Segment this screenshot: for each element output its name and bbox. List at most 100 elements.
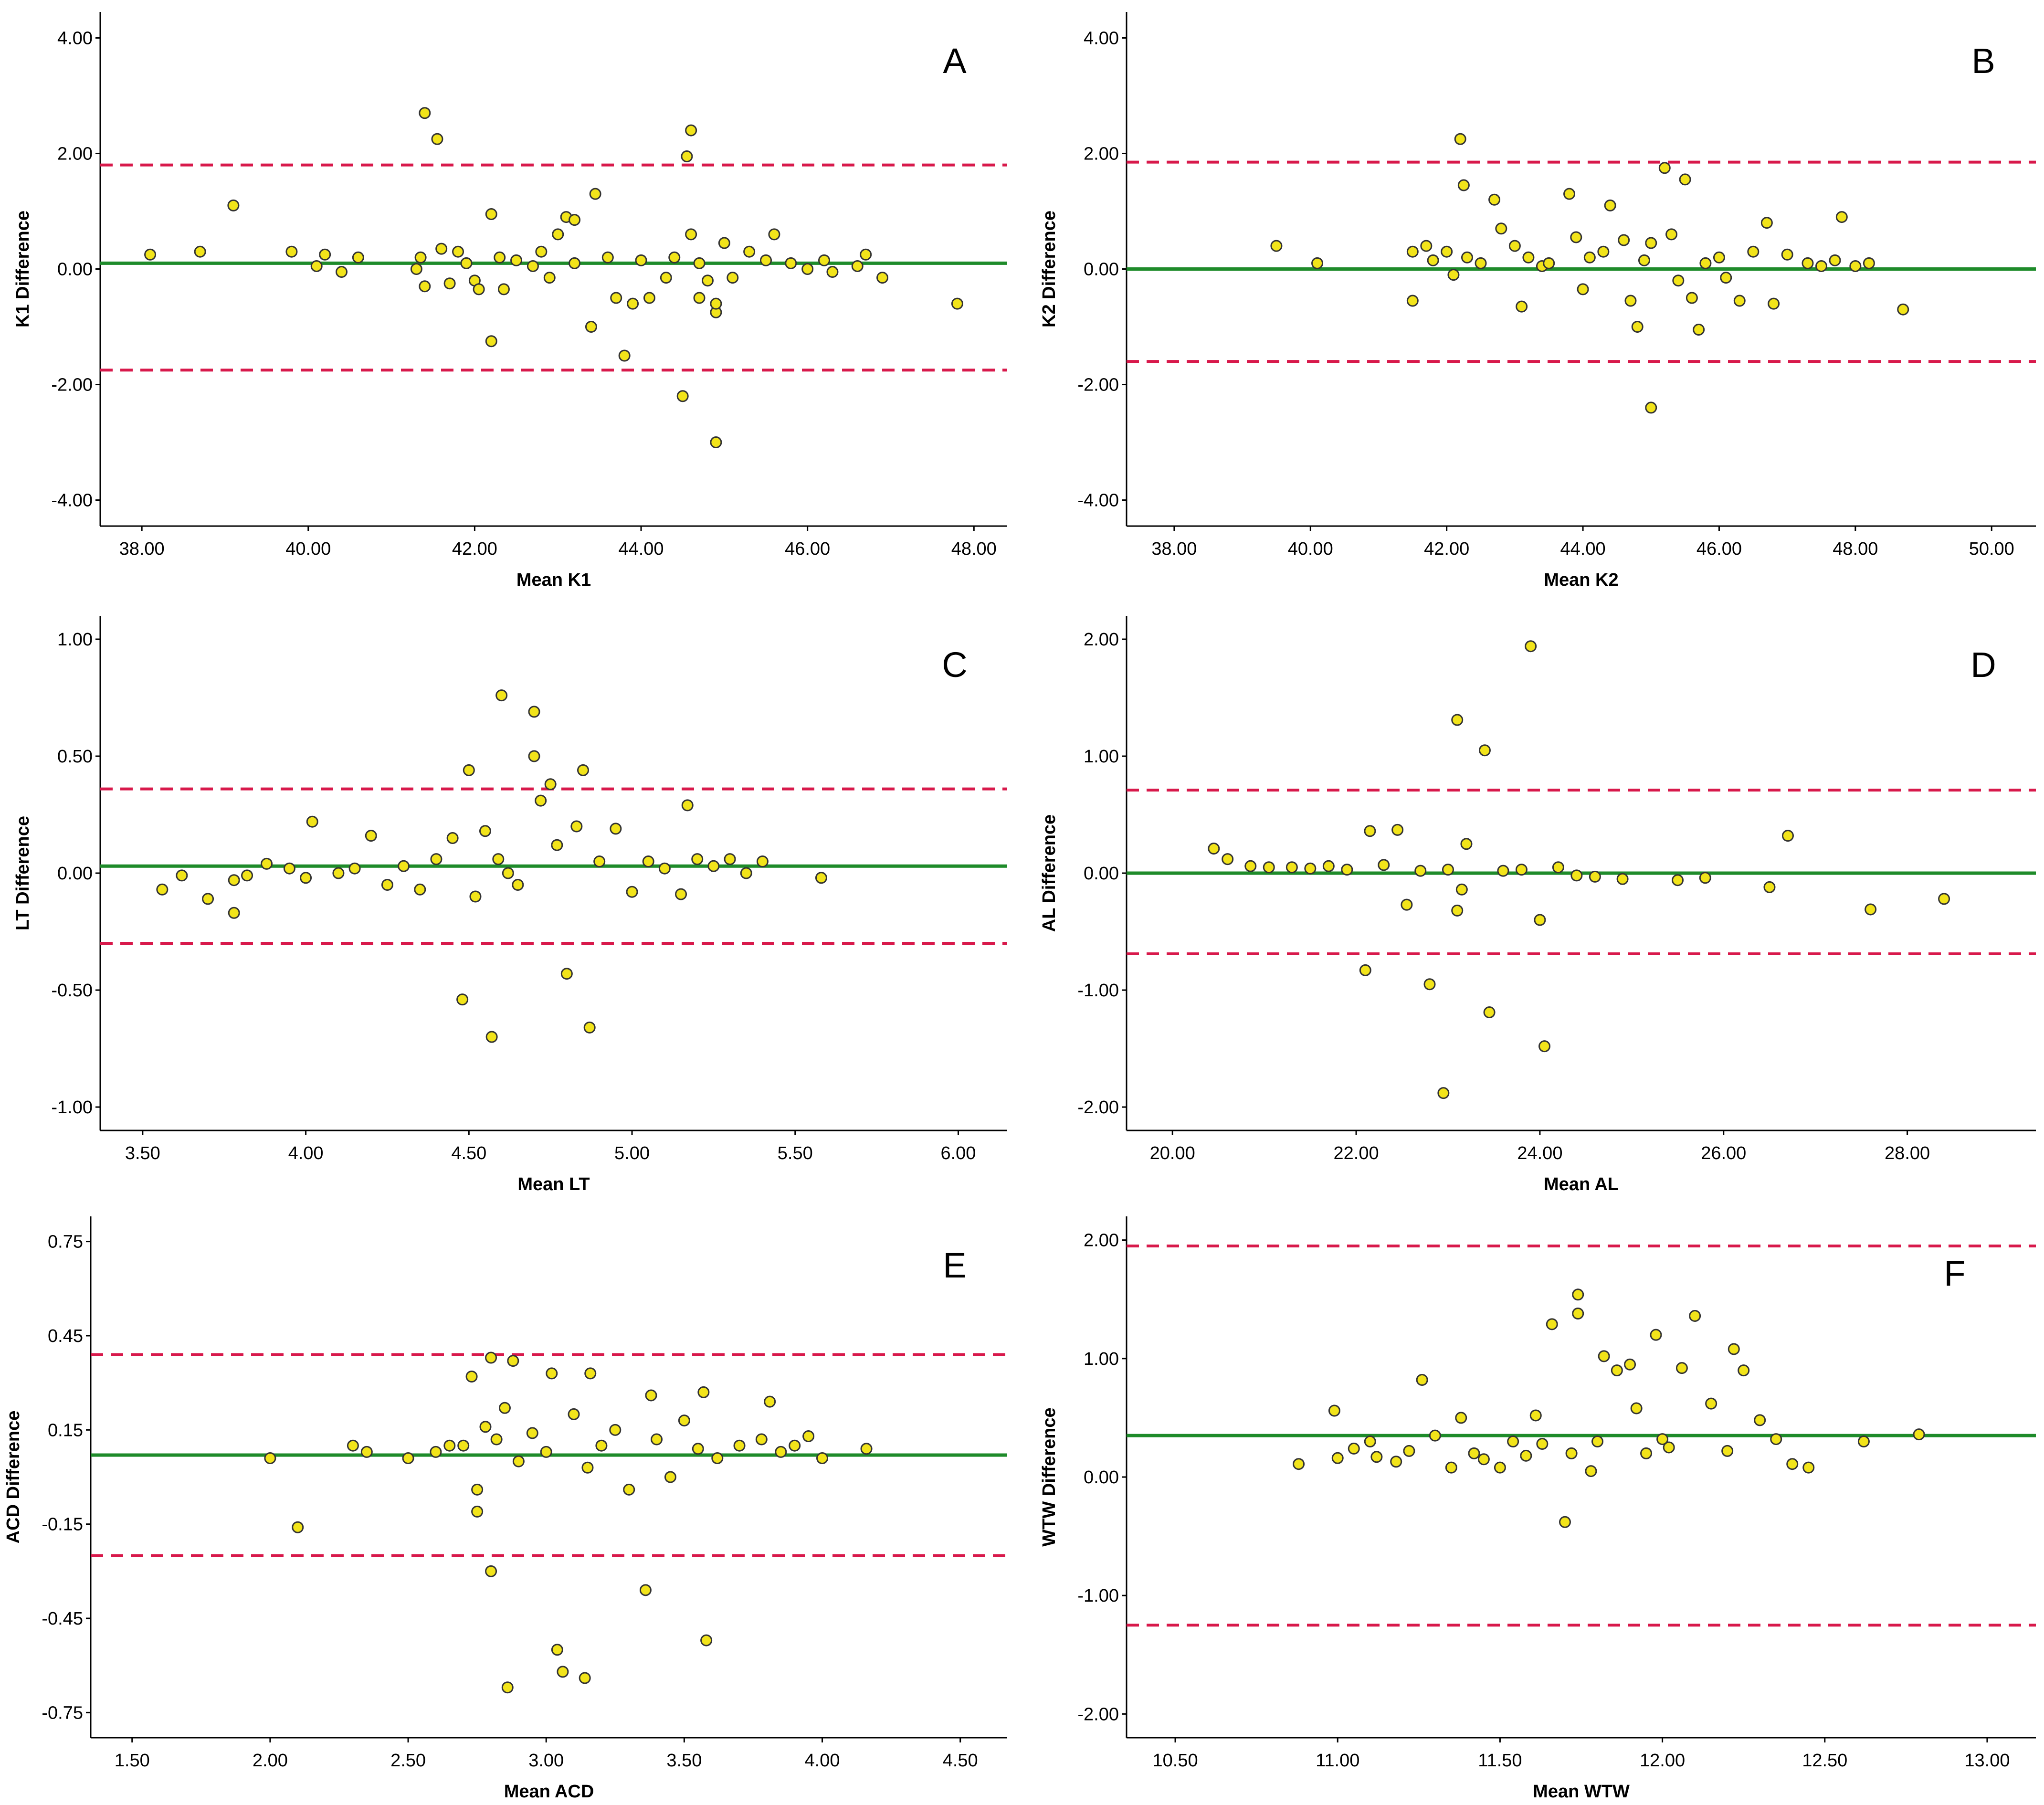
data-point bbox=[510, 254, 523, 266]
data-point bbox=[1534, 914, 1546, 926]
data-point bbox=[535, 245, 548, 258]
data-point bbox=[584, 1367, 597, 1380]
data-point bbox=[348, 862, 361, 875]
data-point bbox=[1445, 1461, 1457, 1474]
data-point bbox=[398, 860, 410, 872]
data-point bbox=[1427, 254, 1439, 266]
data-point bbox=[601, 251, 614, 264]
data-point bbox=[1815, 260, 1828, 272]
data-point bbox=[544, 778, 557, 791]
data-point bbox=[1658, 162, 1671, 174]
x-tick-label: 11.50 bbox=[1478, 1751, 1522, 1771]
data-point bbox=[1468, 1447, 1480, 1459]
data-point bbox=[727, 272, 739, 284]
x-tick-label: 46.00 bbox=[1696, 539, 1742, 559]
y-tick-label: 1.00 bbox=[1084, 747, 1119, 767]
data-point bbox=[1538, 1040, 1551, 1053]
data-point bbox=[1913, 1428, 1925, 1441]
data-point bbox=[1589, 870, 1601, 883]
data-point bbox=[332, 867, 345, 879]
data-point bbox=[1747, 245, 1760, 258]
data-point bbox=[1597, 245, 1610, 258]
data-point bbox=[570, 820, 583, 833]
y-tick-label: 0.75 bbox=[48, 1232, 83, 1252]
data-point bbox=[1721, 1445, 1734, 1457]
data-point bbox=[1391, 823, 1404, 836]
data-point bbox=[492, 853, 505, 866]
data-point bbox=[1546, 1318, 1558, 1330]
y-tick-label: 1.00 bbox=[57, 630, 93, 650]
y-tick-label: 0.50 bbox=[57, 747, 93, 767]
data-point bbox=[227, 199, 240, 211]
data-point bbox=[710, 297, 722, 310]
data-point bbox=[668, 251, 681, 264]
data-point bbox=[685, 228, 697, 241]
data-point bbox=[610, 823, 622, 835]
panel-label: E bbox=[943, 1246, 966, 1285]
data-point bbox=[471, 1483, 484, 1496]
data-point bbox=[546, 1367, 558, 1380]
data-point bbox=[1645, 237, 1657, 249]
data-point bbox=[381, 879, 393, 891]
data-point bbox=[1475, 257, 1487, 269]
data-point bbox=[1270, 240, 1283, 252]
data-point bbox=[512, 879, 524, 891]
data-point bbox=[194, 245, 206, 258]
x-tick-label: 50.00 bbox=[1969, 539, 2014, 559]
data-point bbox=[1222, 853, 1234, 866]
data-point bbox=[697, 1386, 710, 1398]
x-tick-label: 11.00 bbox=[1316, 1751, 1359, 1771]
data-point bbox=[485, 1031, 498, 1043]
data-point bbox=[1522, 251, 1535, 264]
x-tick-label: 20.00 bbox=[1150, 1143, 1195, 1163]
data-point bbox=[675, 888, 687, 900]
data-point bbox=[618, 349, 631, 362]
data-point bbox=[1686, 292, 1698, 304]
data-point bbox=[292, 1521, 304, 1533]
data-point bbox=[264, 1452, 276, 1465]
data-point bbox=[1304, 862, 1317, 875]
data-point bbox=[718, 237, 730, 249]
x-tick-label: 3.50 bbox=[666, 1751, 702, 1771]
data-point bbox=[402, 1452, 414, 1465]
data-point bbox=[1768, 297, 1780, 310]
data-point bbox=[1728, 1343, 1740, 1355]
x-tick-label: 12.50 bbox=[1802, 1751, 1847, 1771]
data-point bbox=[1508, 240, 1521, 252]
data-point bbox=[435, 243, 448, 255]
data-point bbox=[465, 1370, 478, 1383]
data-point bbox=[497, 283, 510, 296]
data-point bbox=[365, 830, 377, 842]
data-point bbox=[1786, 1458, 1799, 1470]
data-point bbox=[1645, 401, 1657, 414]
data-point bbox=[1455, 883, 1468, 896]
y-tick-label: 2.00 bbox=[1084, 144, 1119, 164]
x-axis-title: Mean WTW bbox=[1533, 1782, 1630, 1802]
data-point bbox=[651, 1433, 663, 1446]
data-point bbox=[685, 124, 697, 137]
data-point bbox=[635, 254, 647, 266]
data-point bbox=[446, 832, 459, 844]
x-tick-label: 4.00 bbox=[805, 1751, 840, 1771]
data-point bbox=[430, 1446, 442, 1458]
data-point bbox=[1630, 1402, 1643, 1414]
data-point bbox=[700, 1634, 713, 1647]
data-point bbox=[1477, 1453, 1490, 1466]
data-point bbox=[693, 292, 706, 304]
data-point bbox=[691, 853, 704, 866]
data-point bbox=[1689, 1309, 1701, 1322]
data-point bbox=[707, 860, 720, 872]
data-point bbox=[261, 857, 273, 870]
data-point bbox=[660, 272, 672, 284]
data-point bbox=[336, 266, 348, 278]
data-point bbox=[535, 794, 547, 807]
panel-label: B bbox=[1971, 41, 1995, 81]
data-point bbox=[1781, 830, 1794, 842]
data-point bbox=[623, 1483, 635, 1496]
y-tick-label: -0.15 bbox=[42, 1515, 83, 1535]
y-tick-label: 2.00 bbox=[57, 144, 93, 164]
data-point bbox=[1457, 179, 1470, 191]
data-point bbox=[1406, 245, 1419, 258]
y-tick-label: 0.45 bbox=[48, 1326, 83, 1346]
data-point bbox=[610, 292, 622, 304]
